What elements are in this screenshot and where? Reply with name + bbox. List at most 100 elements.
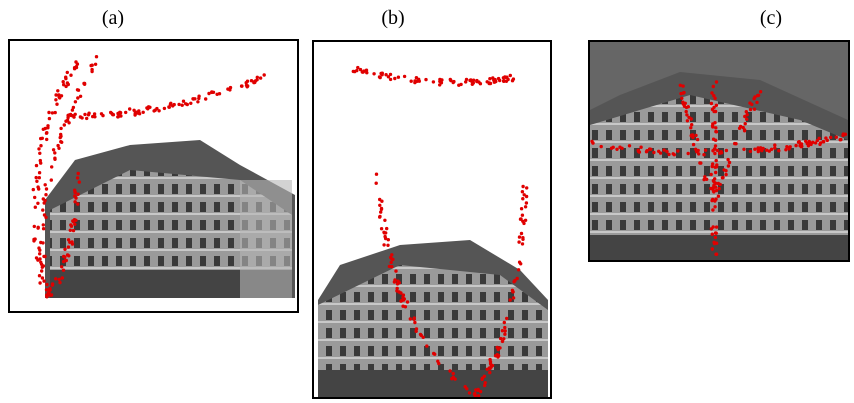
feature-point <box>35 180 38 183</box>
feature-point <box>372 72 375 75</box>
feature-point <box>71 242 74 245</box>
feature-point <box>413 321 416 324</box>
feature-point <box>410 80 413 83</box>
feature-point <box>504 329 507 332</box>
feature-point <box>525 201 528 204</box>
feature-point <box>38 152 41 155</box>
feature-point <box>124 111 127 114</box>
feature-point <box>494 80 497 83</box>
feature-point <box>63 248 66 251</box>
feature-point <box>743 128 746 131</box>
feature-point <box>521 190 524 193</box>
feature-point <box>412 318 415 321</box>
feature-point <box>55 103 58 106</box>
feature-point <box>809 143 812 146</box>
feature-point <box>73 223 76 226</box>
feature-point <box>82 82 85 85</box>
feature-point <box>468 391 471 394</box>
feature-point <box>477 394 480 397</box>
feature-point <box>41 208 44 211</box>
feature-point <box>387 238 390 241</box>
feature-point <box>757 150 760 153</box>
feature-point <box>715 159 718 162</box>
feature-point <box>727 164 730 167</box>
feature-point <box>711 125 714 128</box>
feature-point <box>521 236 524 239</box>
feature-point <box>50 165 53 168</box>
feature-point <box>45 187 48 190</box>
feature-point <box>488 371 491 374</box>
feature-point <box>415 76 418 79</box>
feature-point <box>806 142 809 145</box>
feature-point <box>714 144 717 147</box>
feature-point <box>637 149 640 152</box>
feature-point <box>64 85 67 88</box>
feature-point <box>749 150 752 153</box>
feature-point <box>457 84 460 87</box>
feature-point <box>521 197 524 200</box>
feature-point <box>681 84 684 87</box>
feature-point <box>36 202 39 205</box>
feature-point <box>509 74 512 77</box>
feature-point <box>42 223 45 226</box>
feature-point <box>380 207 383 210</box>
feature-point <box>712 180 715 183</box>
feature-point <box>228 88 231 91</box>
feature-point <box>694 134 697 137</box>
feature-point <box>263 73 266 76</box>
feature-point <box>42 227 45 230</box>
feature-point <box>69 229 72 232</box>
feature-point <box>432 80 435 83</box>
feature-point <box>753 108 756 111</box>
feature-point <box>94 63 97 66</box>
feature-point <box>167 105 170 108</box>
feature-point <box>486 368 489 371</box>
feature-point <box>218 92 221 95</box>
feature-point <box>524 205 527 208</box>
feature-point <box>409 317 412 320</box>
feature-point <box>497 77 500 80</box>
feature-point <box>44 193 47 196</box>
feature-point <box>755 101 758 104</box>
feature-point <box>724 169 727 172</box>
feature-point <box>682 91 685 94</box>
feature-point <box>40 269 43 272</box>
feature-point <box>76 176 79 179</box>
feature-point <box>60 265 63 268</box>
feature-point <box>48 117 51 120</box>
image-c <box>590 42 848 260</box>
feature-point <box>393 77 396 80</box>
feature-point <box>148 106 151 109</box>
feature-point <box>475 79 478 82</box>
feature-point <box>489 82 492 85</box>
feature-point <box>662 148 665 151</box>
feature-point <box>56 89 59 92</box>
feature-point <box>45 138 48 141</box>
feature-point <box>189 102 192 105</box>
feature-point <box>35 176 38 179</box>
feature-point <box>521 214 524 217</box>
feature-point <box>83 113 86 116</box>
feature-point <box>511 289 514 292</box>
feature-point <box>761 147 764 150</box>
feature-point <box>672 152 675 155</box>
panel-label: (c) <box>760 7 782 29</box>
feature-point <box>39 144 42 147</box>
feature-point <box>690 123 693 126</box>
feature-point <box>714 110 717 113</box>
feature-point <box>699 161 702 164</box>
feature-point <box>714 236 717 239</box>
feature-point <box>686 119 689 122</box>
feature-point <box>695 150 698 153</box>
feature-point <box>519 218 522 221</box>
feature-point <box>87 112 90 115</box>
feature-point <box>685 110 688 113</box>
feature-point <box>419 333 422 336</box>
image-a <box>45 140 295 298</box>
feature-point <box>667 153 670 156</box>
feature-point <box>652 151 655 154</box>
image-b <box>318 240 548 397</box>
feature-point <box>44 127 47 130</box>
feature-point <box>639 146 642 149</box>
feature-point <box>424 78 427 81</box>
